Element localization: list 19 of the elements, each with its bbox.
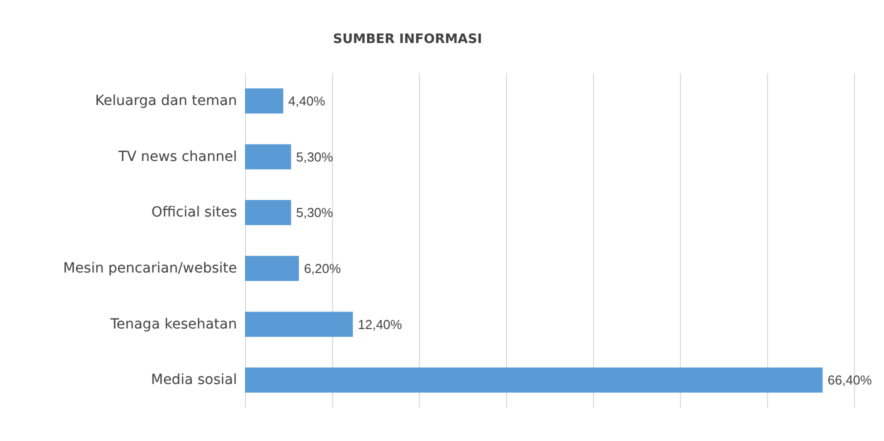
bar bbox=[245, 256, 299, 281]
data-label: 5,30% bbox=[296, 205, 334, 220]
y-tick-label: Tenaga kesehatan bbox=[109, 316, 237, 332]
y-tick-label: Media sosial bbox=[150, 372, 237, 388]
bar bbox=[245, 88, 284, 114]
bar bbox=[245, 312, 353, 337]
data-label: 66,40% bbox=[828, 372, 872, 388]
data-label: 12,40% bbox=[358, 316, 402, 332]
bar bbox=[245, 144, 292, 170]
chart-title: SUMBER INFORMASI bbox=[333, 32, 482, 47]
data-label: 4,40% bbox=[288, 93, 326, 108]
y-tick-label: Official sites bbox=[151, 204, 237, 221]
y-tick-label: Mesin pencarian/website bbox=[63, 260, 237, 276]
bar bbox=[245, 368, 823, 393]
data-label: 6,20% bbox=[304, 260, 342, 276]
bar bbox=[245, 200, 292, 226]
data-label: 5,30% bbox=[296, 149, 334, 164]
y-tick-label: TV news channel bbox=[117, 148, 237, 165]
y-tick-label: Keluarga dan teman bbox=[95, 92, 237, 109]
